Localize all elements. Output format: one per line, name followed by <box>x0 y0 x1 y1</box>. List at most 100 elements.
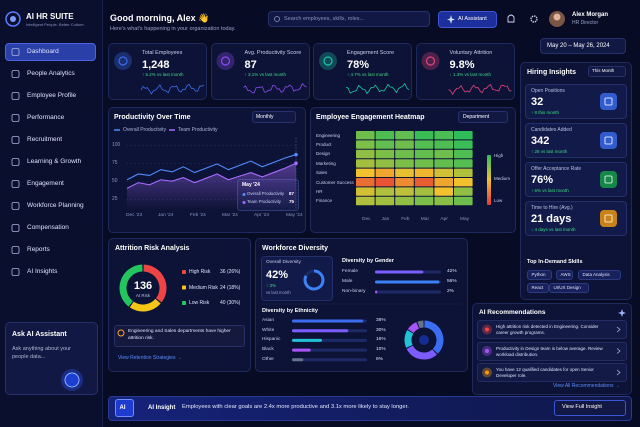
y-tick-label: 100 <box>112 141 121 148</box>
section-title: Diversity by Ethnicity <box>262 308 318 314</box>
recommendation-text[interactable]: High attrition risk detected in Engineer… <box>496 324 599 336</box>
link[interactable]: View Retention Strategies → <box>118 355 182 361</box>
menu-item[interactable]: Dashboard <box>27 47 59 55</box>
section-title: Diversity by Gender <box>342 258 394 264</box>
dropdown-label[interactable]: Department <box>463 113 490 120</box>
bar-label: Asian <box>262 318 274 323</box>
menu-item[interactable]: Performance <box>27 113 65 121</box>
panel-title: AI Recommendations <box>479 309 546 316</box>
dropdown-label[interactable]: Monthly <box>256 113 274 120</box>
row-label: Finance <box>316 198 333 204</box>
menu-item[interactable]: Workforce Planning <box>27 201 84 209</box>
kpi-value: 78% <box>347 59 370 71</box>
menu-item[interactable]: Learning & Growth <box>27 157 82 165</box>
menu-active <box>5 43 96 61</box>
row-label: Customer Success <box>316 179 354 185</box>
dropdown-label[interactable]: This Month <box>592 68 615 73</box>
recommendation-card[interactable] <box>477 320 627 339</box>
recommendation-text[interactable]: Productivity in Design team is below ave… <box>496 345 603 357</box>
legend-value: 24 (18%) <box>220 284 241 291</box>
kpi-label: Avg. Productivity Score <box>244 50 302 56</box>
skill-label: Python <box>531 272 546 277</box>
legend-label: High Risk <box>189 269 211 275</box>
search-box[interactable] <box>268 11 430 27</box>
metric-label: Offer Acceptance Rate <box>531 166 582 172</box>
skill-label: UI/UX Design <box>553 285 581 290</box>
kpi-label: Voluntary Attrition <box>449 50 493 56</box>
overall-value: 42% <box>266 269 289 281</box>
menu-item[interactable]: People Analytics <box>27 69 75 77</box>
avatar <box>549 11 565 27</box>
row-label: Design <box>316 151 331 157</box>
kpi-value: 87 <box>244 59 257 71</box>
date-range[interactable]: May 20 – May 26, 2024 <box>547 43 610 49</box>
link[interactable]: View All Recommendations → <box>553 383 620 389</box>
metric-value: 32 <box>531 96 544 108</box>
recommendation-card[interactable] <box>477 363 627 382</box>
recommendation-text[interactable]: You have 12 qualified candidates for ope… <box>496 367 594 379</box>
menu-item[interactable]: Recruitment <box>27 135 63 143</box>
menu-item[interactable]: AI Insights <box>27 267 58 275</box>
column-label: Mar <box>420 217 430 222</box>
insight-text: Employees with clear goals are 2.4x more… <box>182 404 409 410</box>
row-label: Engineering <box>316 132 341 138</box>
bar-value: 16% <box>376 337 386 343</box>
insight-button[interactable] <box>554 400 626 416</box>
kpi-value: 9.8% <box>449 59 475 71</box>
metric-label: Candidates Added <box>531 127 572 133</box>
insight-button-label[interactable]: View Full Insight <box>562 404 602 410</box>
row-label: Product <box>316 141 332 147</box>
subtitle: Here's what's happening in your organiza… <box>110 26 236 32</box>
menu-item[interactable]: Reports <box>27 245 50 253</box>
x-tick-label: Dec '23 <box>126 213 143 218</box>
menu-item[interactable]: Engagement <box>27 179 64 187</box>
bar-label: White <box>262 327 275 333</box>
bar-value: 6% <box>376 356 383 362</box>
overall-change: ↑ 3% <box>266 283 277 288</box>
kpi-label: Total Employees <box>142 50 183 56</box>
alert-text: Engineering and Sales departments have h… <box>128 329 231 341</box>
bar-label: Female <box>342 269 358 274</box>
insight-badge <box>115 399 134 417</box>
ai-button-label[interactable]: AI Assistant <box>458 15 487 22</box>
tooltip-title: May '24 <box>242 182 260 188</box>
brand: AI HR SUITE <box>26 12 74 21</box>
legend-label: High <box>494 153 504 158</box>
legend-label: Medium Risk <box>189 284 218 291</box>
skills-title: Top In-Demand Skills <box>527 259 583 265</box>
skill-chip <box>549 283 590 293</box>
donut-label: At Risk <box>135 293 151 298</box>
bar-value: 56% <box>447 279 457 284</box>
dropdown[interactable] <box>252 111 296 123</box>
skill-chip <box>556 270 573 280</box>
gear-icon <box>530 15 538 23</box>
insight-badge-label: AI <box>119 405 126 411</box>
recommendation-card[interactable] <box>477 341 627 361</box>
search-placeholder[interactable]: Search employees, skills, roles... <box>284 15 365 22</box>
column-label: Apr <box>440 217 448 222</box>
tooltip-label: Team Productivity <box>247 199 281 204</box>
skill-label: Data Analysis <box>582 272 610 277</box>
overall-label: Overall Diversity <box>266 260 301 265</box>
date-picker[interactable] <box>540 38 626 54</box>
skill-label: AWS <box>560 272 571 277</box>
tooltip-label: Overall Productivity <box>247 191 285 196</box>
donut-total: 136 <box>133 280 153 292</box>
metric-value: 342 <box>531 135 550 147</box>
dropdown[interactable] <box>458 111 508 123</box>
menu-item[interactable]: Compensation <box>27 223 69 231</box>
y-tick-label: 75 <box>112 159 118 166</box>
panel-title: Workforce Diversity <box>262 245 329 252</box>
kpi-change: ↓ 1.3% vs last month <box>449 72 492 77</box>
overall-note: vs last month <box>266 290 291 295</box>
legend-value: 40 (30%) <box>220 300 241 306</box>
panel-title: Attrition Risk Analysis <box>115 245 190 252</box>
dropdown[interactable] <box>588 66 626 77</box>
metric-change: ↑ 8 this month <box>531 110 560 115</box>
row-label: HR <box>316 188 323 194</box>
column-label: Jan <box>381 217 390 222</box>
panel-title: Hiring Insights <box>527 69 576 76</box>
metric-value: 76% <box>531 174 554 186</box>
menu-item[interactable]: Employee Profile <box>27 91 77 99</box>
user-role: HR Director <box>572 20 599 26</box>
